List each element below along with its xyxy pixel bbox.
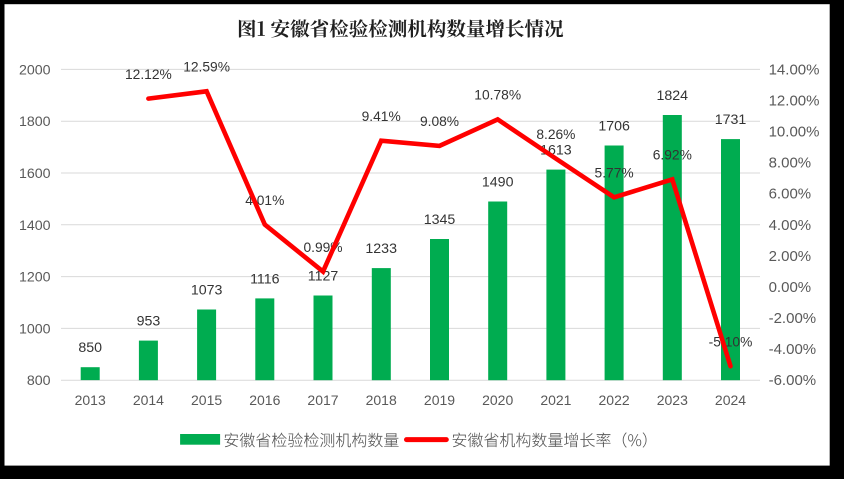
svg-text:850: 850 xyxy=(78,340,102,356)
svg-text:1800: 1800 xyxy=(19,114,51,130)
svg-text:953: 953 xyxy=(137,314,161,330)
svg-text:6.00%: 6.00% xyxy=(769,186,812,203)
svg-text:1073: 1073 xyxy=(191,283,223,299)
svg-text:2016: 2016 xyxy=(249,392,280,408)
svg-text:9.08%: 9.08% xyxy=(420,114,459,129)
svg-text:-4.00%: -4.00% xyxy=(769,341,817,358)
svg-text:1731: 1731 xyxy=(715,112,747,128)
svg-text:10.78%: 10.78% xyxy=(474,88,521,103)
svg-text:14.00%: 14.00% xyxy=(769,61,820,78)
svg-text:6.92%: 6.92% xyxy=(653,148,692,163)
svg-text:12.00%: 12.00% xyxy=(769,93,820,110)
svg-text:1233: 1233 xyxy=(365,241,397,257)
svg-text:-6.00%: -6.00% xyxy=(769,372,817,389)
svg-text:1600: 1600 xyxy=(19,166,51,182)
svg-text:2019: 2019 xyxy=(424,392,455,408)
svg-text:1400: 1400 xyxy=(19,218,51,234)
svg-text:1127: 1127 xyxy=(308,269,339,285)
svg-text:2017: 2017 xyxy=(307,392,338,408)
svg-text:2014: 2014 xyxy=(133,392,164,408)
svg-text:2018: 2018 xyxy=(366,392,397,408)
svg-text:1345: 1345 xyxy=(424,212,456,228)
svg-text:-2.00%: -2.00% xyxy=(769,310,817,327)
svg-text:0.00%: 0.00% xyxy=(769,279,812,296)
svg-text:1706: 1706 xyxy=(598,119,630,135)
svg-text:2022: 2022 xyxy=(599,392,630,408)
svg-text:12.59%: 12.59% xyxy=(183,60,230,75)
svg-text:2023: 2023 xyxy=(657,392,688,408)
svg-text:8.26%: 8.26% xyxy=(536,127,575,142)
svg-text:5.77%: 5.77% xyxy=(595,166,634,181)
svg-text:2015: 2015 xyxy=(191,392,222,408)
svg-text:2000: 2000 xyxy=(19,62,51,78)
svg-text:2.00%: 2.00% xyxy=(769,248,812,265)
svg-text:2020: 2020 xyxy=(482,392,513,408)
svg-text:1000: 1000 xyxy=(19,321,51,337)
svg-text:12.12%: 12.12% xyxy=(125,67,172,82)
svg-text:1824: 1824 xyxy=(657,88,689,104)
svg-text:9.41%: 9.41% xyxy=(362,109,401,124)
svg-text:4.00%: 4.00% xyxy=(769,217,812,234)
svg-text:800: 800 xyxy=(27,373,51,389)
svg-text:2024: 2024 xyxy=(715,392,746,408)
svg-text:10.00%: 10.00% xyxy=(769,124,820,141)
svg-text:2021: 2021 xyxy=(540,392,571,408)
svg-text:1116: 1116 xyxy=(250,271,280,287)
svg-text:1490: 1490 xyxy=(482,175,514,191)
svg-text:-5.10%: -5.10% xyxy=(709,334,753,349)
svg-text:2013: 2013 xyxy=(75,392,106,408)
svg-text:8.00%: 8.00% xyxy=(769,155,812,172)
svg-text:1200: 1200 xyxy=(19,270,51,286)
